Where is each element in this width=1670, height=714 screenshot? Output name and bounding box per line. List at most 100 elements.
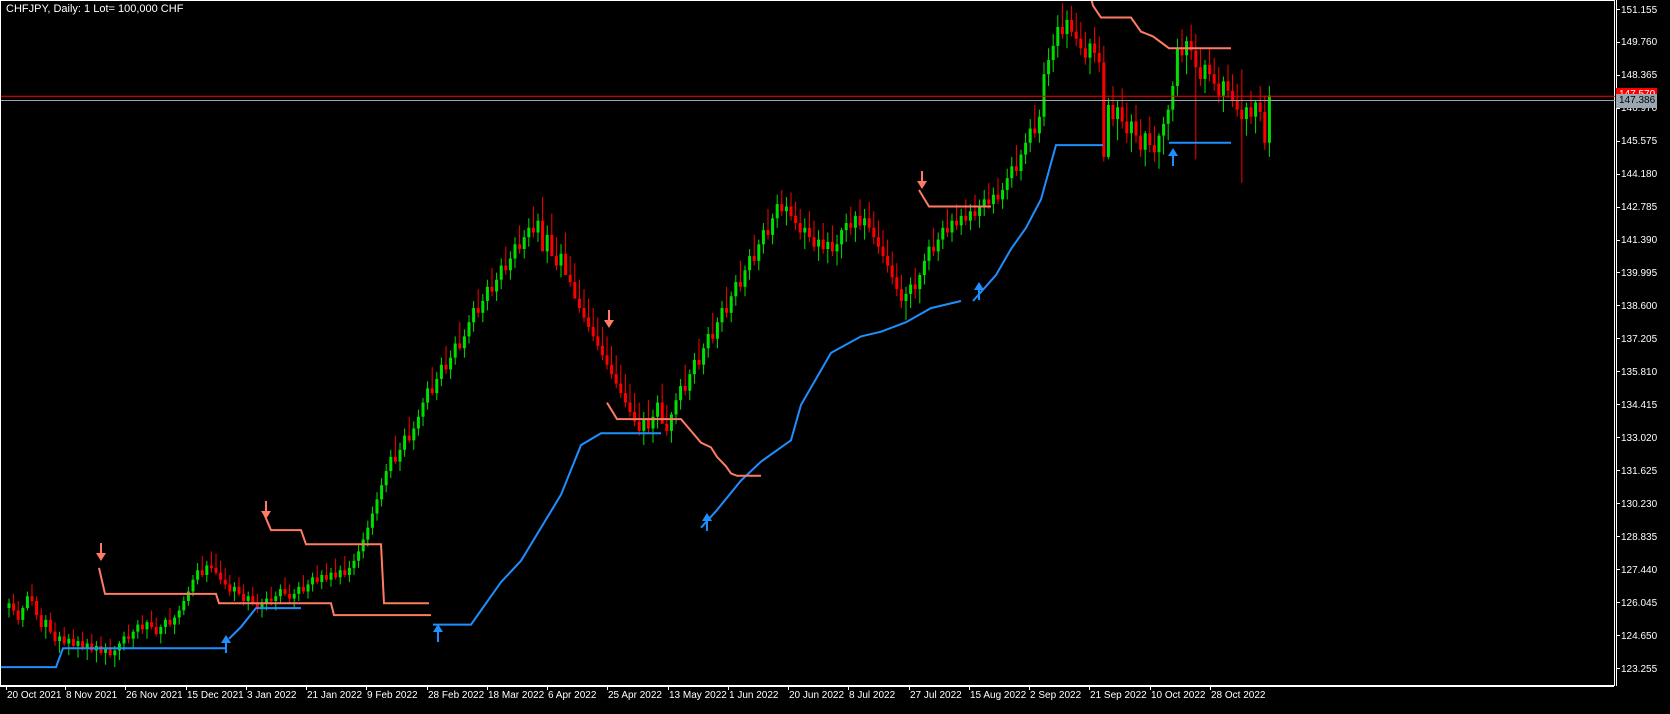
candle-body [439, 364, 443, 379]
candle-body [214, 567, 218, 573]
buy-signal-arrow [433, 624, 443, 642]
candle-body [228, 584, 232, 592]
buy-signal-arrow [1168, 148, 1178, 166]
candle-body [702, 348, 706, 365]
candle-body [21, 608, 25, 620]
candle-body [255, 603, 259, 609]
candle-body [978, 206, 982, 216]
price-tick-label: 123.255 [1621, 663, 1658, 675]
candle-body [35, 600, 39, 616]
candle-body [656, 402, 660, 417]
price-axis-tick: 137.205 [1616, 334, 1657, 346]
candle-body [738, 282, 742, 287]
date-tick-label: 20 Jun 2022 [789, 690, 845, 701]
price-tick-label: 130.230 [1621, 498, 1658, 510]
price-tick-dash [1616, 338, 1620, 340]
candle-body [1037, 116, 1041, 134]
chart-plot-area[interactable] [0, 0, 1615, 686]
candle-body [858, 215, 862, 226]
candle-body [1051, 45, 1055, 61]
date-tick-dash [728, 685, 729, 690]
candle-body [573, 282, 577, 299]
chart-title: CHFJPY, Daily: 1 Lot= 100,000 CHF [6, 3, 184, 15]
candle-body [1065, 19, 1069, 35]
candle-body [821, 239, 825, 250]
support-step-line [1, 647, 226, 669]
candle-body [44, 619, 48, 627]
candle-body [384, 471, 388, 486]
date-tick-dash [969, 685, 970, 690]
buy-signal-arrow [221, 635, 231, 653]
date-tick-dash [909, 685, 910, 690]
candle-body [1060, 26, 1064, 35]
candle-body [361, 539, 365, 552]
candle-body [81, 641, 85, 649]
candle-body [591, 326, 595, 337]
candle-body [1189, 41, 1193, 51]
price-tick-label: 138.600 [1621, 301, 1658, 313]
candle-body [564, 253, 568, 275]
candle-body [104, 648, 108, 653]
candle-body [807, 227, 811, 238]
candle-body [550, 234, 554, 257]
candle-body [168, 619, 172, 625]
candle-body [1258, 102, 1262, 113]
price-tick-label: 133.020 [1621, 432, 1658, 444]
price-axis[interactable]: 151.155 149.760 148.365 146.970 145.575 144.1… [1616, 0, 1670, 686]
price-axis-tick: 146.970 [1616, 103, 1657, 115]
candle-body [559, 253, 563, 266]
candle-body [1226, 81, 1230, 91]
date-axis[interactable]: 20 Oct 2021 8 Nov 2021 26 Nov 2021 15 Dec 2… [0, 685, 1615, 714]
candle-body [660, 402, 664, 424]
candle-body [421, 402, 425, 417]
candle-body [665, 423, 669, 431]
price-tick-dash [1616, 8, 1620, 10]
candle-body [1019, 154, 1023, 172]
candle-body [1249, 107, 1253, 117]
candle-body [692, 360, 696, 375]
candle-body [444, 364, 448, 370]
support-step-line [433, 432, 661, 626]
candle-body [720, 308, 724, 323]
candle-body [403, 435, 407, 450]
candle-body [430, 388, 434, 394]
candle-body [85, 643, 89, 649]
candle-body [853, 215, 857, 228]
candle-body [12, 603, 16, 611]
candle-body [982, 199, 986, 207]
candle-body [964, 215, 968, 221]
candle-body [600, 345, 604, 356]
candle-body [1056, 26, 1060, 46]
resistance-step-line [1090, 1, 1231, 50]
support-step-line [228, 607, 301, 640]
date-tick-dash [1029, 685, 1030, 690]
ask-price-label: 147.386 [1616, 93, 1658, 108]
candle-body [1093, 43, 1097, 53]
date-tick-dash [125, 685, 126, 690]
candle-body [987, 199, 991, 205]
date-tick-label: 21 Jan 2022 [307, 690, 363, 701]
candle-body [812, 237, 816, 247]
candle-body [619, 383, 623, 394]
candle-body [973, 211, 977, 216]
candle-body [154, 626, 158, 635]
price-tick-label: 127.440 [1621, 564, 1658, 576]
candle-body [196, 570, 200, 580]
candle-body [173, 617, 177, 625]
support-step-line [972, 144, 1103, 302]
candle-body [610, 364, 614, 375]
candle-body [936, 239, 940, 252]
candle-body [803, 227, 807, 233]
price-tick-label: 151.155 [1621, 4, 1658, 16]
candle-body [840, 230, 844, 245]
candle-body [527, 227, 531, 238]
price-tick-dash [1616, 140, 1620, 142]
candle-body [651, 416, 655, 429]
candle-body [334, 572, 338, 578]
candle-body [472, 308, 476, 323]
price-tick-label: 139.995 [1621, 268, 1658, 280]
candle-body [789, 206, 793, 216]
candle-body [380, 485, 384, 500]
price-axis-tick: 151.155 [1616, 5, 1657, 17]
